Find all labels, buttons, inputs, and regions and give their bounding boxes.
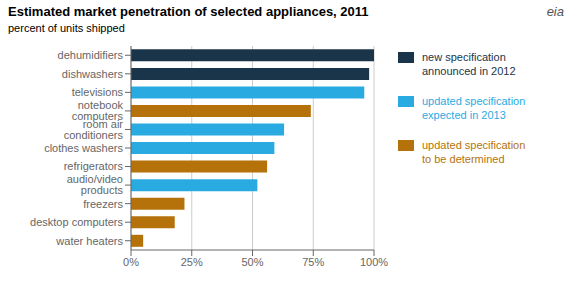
svg-text:100%: 100% bbox=[360, 256, 388, 268]
svg-text:50%: 50% bbox=[241, 256, 263, 268]
svg-text:audio/videoproducts: audio/videoproducts bbox=[67, 173, 124, 196]
svg-text:televisions: televisions bbox=[72, 86, 124, 98]
svg-text:0%: 0% bbox=[123, 256, 139, 268]
svg-text:desktop computers: desktop computers bbox=[30, 216, 123, 228]
svg-text:dishwashers: dishwashers bbox=[62, 68, 124, 80]
svg-text:75%: 75% bbox=[302, 256, 324, 268]
svg-text:water heaters: water heaters bbox=[55, 235, 123, 247]
svg-text:notebookcomputers: notebookcomputers bbox=[72, 99, 124, 122]
svg-text:freezers: freezers bbox=[83, 198, 123, 210]
svg-text:25%: 25% bbox=[181, 256, 203, 268]
svg-text:clothes washers: clothes washers bbox=[44, 142, 123, 154]
svg-text:refrigerators: refrigerators bbox=[64, 160, 124, 172]
svg-text:dehumidifiers: dehumidifiers bbox=[58, 49, 124, 61]
